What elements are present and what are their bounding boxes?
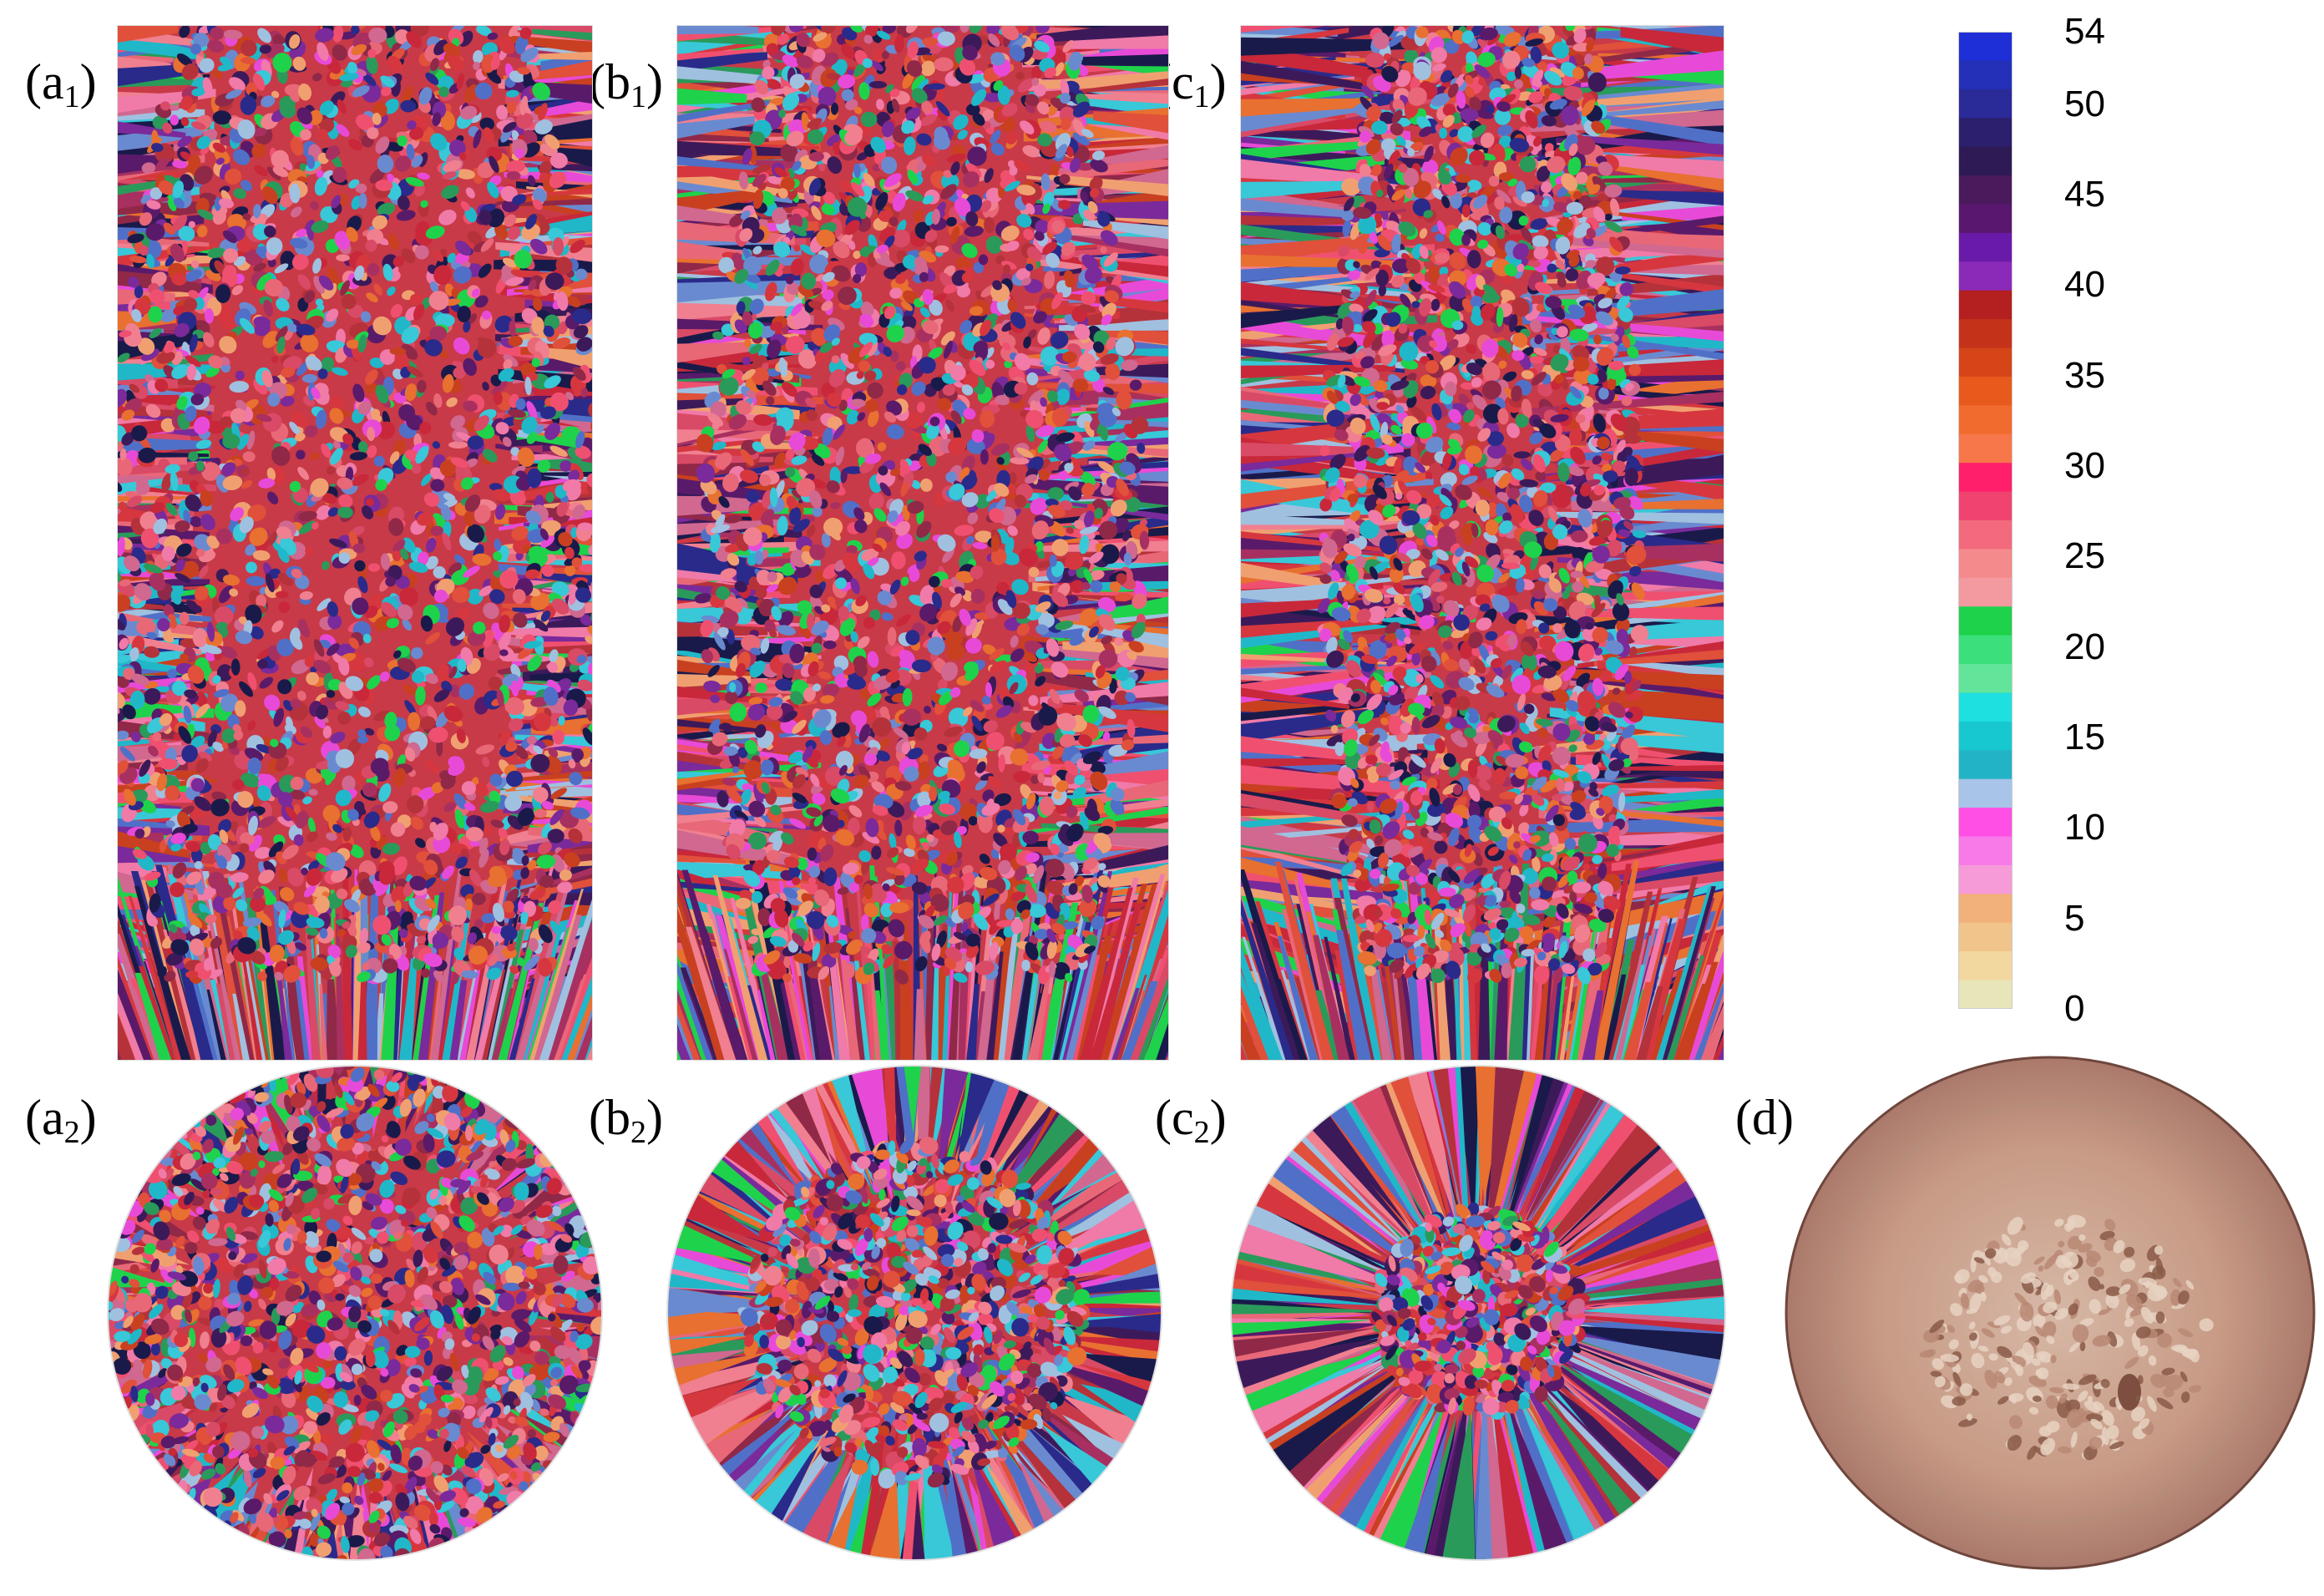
color-legend-segment bbox=[1958, 89, 2013, 119]
color-legend-segment bbox=[1958, 721, 2013, 751]
grain-map-b1 bbox=[676, 25, 1169, 1061]
color-legend-segment bbox=[1958, 750, 2013, 780]
color-legend-segment bbox=[1958, 778, 2013, 808]
color-legend-segment bbox=[1958, 32, 2013, 61]
panel-label-a1: (a1) bbox=[25, 54, 97, 114]
color-legend-segment bbox=[1958, 520, 2013, 550]
color-legend-segment bbox=[1958, 290, 2013, 320]
color-legend-tick-label: 10 bbox=[2064, 807, 2105, 849]
color-legend-segment bbox=[1958, 232, 2013, 262]
panel-label-b1: (b1) bbox=[589, 54, 663, 114]
color-legend-segment bbox=[1958, 347, 2013, 377]
color-legend-tick-label: 35 bbox=[2064, 354, 2105, 396]
color-legend-tick-label: 5 bbox=[2064, 897, 2085, 939]
color-legend-segment bbox=[1958, 606, 2013, 636]
ingot-cross-section-photo bbox=[1783, 1054, 2317, 1572]
color-legend-segment bbox=[1958, 491, 2013, 521]
color-legend-tick-label: 30 bbox=[2064, 445, 2105, 486]
grain-map-c2 bbox=[1228, 1062, 1729, 1563]
color-legend-segment bbox=[1958, 664, 2013, 693]
color-legend-segment bbox=[1958, 261, 2013, 291]
color-legend-segment bbox=[1958, 808, 2013, 838]
color-legend-segment bbox=[1958, 405, 2013, 435]
color-legend-segment bbox=[1958, 175, 2013, 205]
color-legend-segment bbox=[1958, 692, 2013, 722]
color-legend-segment bbox=[1958, 60, 2013, 90]
color-legend-segment bbox=[1958, 951, 2013, 981]
color-legend-tick-label: 50 bbox=[2064, 83, 2105, 124]
color-legend-segment bbox=[1958, 376, 2013, 406]
color-legend-tick-label: 25 bbox=[2064, 535, 2105, 577]
panel-label-d: (d) bbox=[1735, 1090, 1794, 1145]
color-legend-segment bbox=[1958, 204, 2013, 234]
grain-map-a2 bbox=[104, 1062, 605, 1563]
grain-map-a1 bbox=[117, 25, 593, 1061]
color-legend-bar bbox=[1958, 32, 2013, 1009]
grain-map-b2 bbox=[664, 1062, 1165, 1563]
color-legend-segment bbox=[1958, 577, 2013, 607]
color-legend-segment bbox=[1958, 864, 2013, 894]
panel-label-a2: (a2) bbox=[25, 1090, 97, 1150]
color-legend-segment bbox=[1958, 319, 2013, 349]
color-legend-segment bbox=[1958, 549, 2013, 579]
color-legend-segment bbox=[1958, 894, 2013, 924]
color-legend-segment bbox=[1958, 836, 2013, 866]
panel-label-b2: (b2) bbox=[589, 1090, 663, 1150]
color-legend-tick-label: 15 bbox=[2064, 717, 2105, 757]
color-legend-tick-label: 40 bbox=[2064, 264, 2105, 306]
color-legend-segment bbox=[1958, 980, 2013, 1009]
color-legend-segment bbox=[1958, 463, 2013, 493]
color-legend-segment bbox=[1958, 635, 2013, 665]
color-legend-segment bbox=[1958, 433, 2013, 464]
color-legend-tick-label: 45 bbox=[2064, 174, 2105, 215]
grain-map-c1 bbox=[1240, 25, 1724, 1061]
panel-label-c2: (c2) bbox=[1155, 1090, 1227, 1150]
color-legend-tick-label: 20 bbox=[2064, 626, 2105, 667]
color-legend-segment bbox=[1958, 922, 2013, 952]
color-legend-tick-label: 0 bbox=[2064, 988, 2085, 1029]
color-legend-segment bbox=[1958, 118, 2013, 148]
color-legend-segment bbox=[1958, 146, 2013, 176]
color-legend-tick-label: 54 bbox=[2064, 11, 2105, 52]
